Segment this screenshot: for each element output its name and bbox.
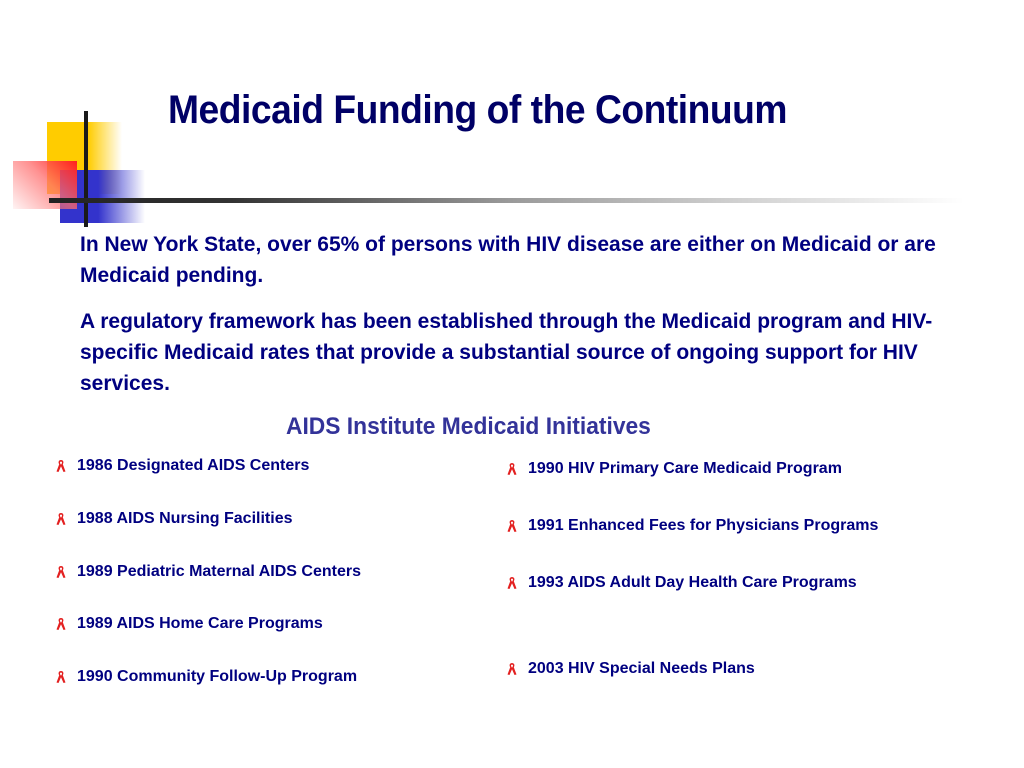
red-ribbon-icon — [56, 671, 66, 683]
list-item-text: 1991 Enhanced Fees for Physicians Progra… — [528, 517, 879, 534]
list-item: 1989 Pediatric Maternal AIDS Centers — [55, 563, 361, 581]
red-ribbon-icon — [507, 577, 517, 589]
red-ribbon-icon — [507, 463, 517, 475]
red-ribbon-icon — [56, 513, 66, 525]
list-item: 1986 Designated AIDS Centers — [55, 457, 309, 475]
list-item: 1990 HIV Primary Care Medicaid Program — [506, 460, 842, 478]
list-item: 1990 Community Follow-Up Program — [55, 668, 357, 686]
list-item-text: 1993 AIDS Adult Day Health Care Programs — [528, 574, 857, 591]
list-item-text: 1986 Designated AIDS Centers — [77, 457, 310, 474]
list-item: 1991 Enhanced Fees for Physicians Progra… — [506, 517, 878, 535]
red-ribbon-icon — [56, 566, 66, 578]
red-ribbon-icon — [56, 460, 66, 472]
section-subtitle: AIDS Institute Medicaid Initiatives — [286, 413, 651, 440]
vertical-rule — [84, 111, 88, 227]
list-item-text: 2003 HIV Special Needs Plans — [528, 660, 755, 677]
intro-paragraph: In New York State, over 65% of persons w… — [80, 233, 936, 287]
list-item: 1993 AIDS Adult Day Health Care Programs — [506, 574, 857, 592]
red-ribbon-icon — [507, 663, 517, 675]
red-ribbon-icon — [56, 618, 66, 630]
list-item-text: 1989 AIDS Home Care Programs — [77, 615, 323, 632]
list-item: 2003 HIV Special Needs Plans — [506, 660, 755, 678]
list-item: 1989 AIDS Home Care Programs — [55, 615, 323, 633]
list-item-text: 1989 Pediatric Maternal AIDS Centers — [77, 563, 361, 580]
slide-title: Medicaid Funding of the Continuum — [168, 88, 788, 132]
list-item-text: 1990 HIV Primary Care Medicaid Program — [528, 460, 842, 477]
list-item-text: 1990 Community Follow-Up Program — [77, 668, 358, 685]
list-item: 1988 AIDS Nursing Facilities — [55, 510, 292, 528]
horizontal-rule — [49, 198, 964, 203]
framework-paragraph: A regulatory framework has been establis… — [80, 310, 933, 395]
red-ribbon-icon — [507, 520, 517, 532]
list-item-text: 1988 AIDS Nursing Facilities — [77, 510, 293, 527]
